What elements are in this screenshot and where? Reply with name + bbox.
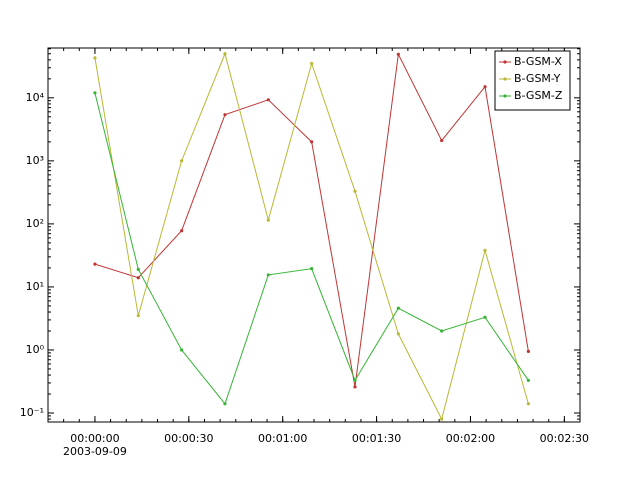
data-point [526, 378, 530, 382]
data-point [310, 140, 314, 144]
data-point [396, 52, 400, 56]
legend-label: B-GSM-Y [514, 72, 561, 85]
legend-label: B-GSM-Z [514, 89, 563, 102]
series-line [94, 52, 529, 387]
data-point [93, 262, 97, 266]
data-point [180, 348, 184, 352]
data-point [223, 113, 227, 117]
data-point [136, 267, 140, 271]
data-point [440, 329, 444, 333]
data-point [353, 378, 357, 382]
x-tick-label: 00:00:30 [164, 432, 213, 445]
data-point [396, 306, 400, 310]
data-point [396, 332, 400, 336]
data-point [526, 402, 530, 406]
data-point [266, 98, 270, 102]
data-point [526, 349, 530, 353]
series-line [94, 92, 529, 405]
data-point [483, 315, 487, 319]
data-point [180, 229, 184, 233]
data-point [440, 138, 444, 143]
data-point [483, 248, 487, 252]
x-tick-label: 00:02:30 [540, 432, 589, 445]
data-point [440, 417, 444, 421]
data-point [93, 91, 97, 95]
data-point [136, 314, 140, 318]
y-tick-label: 10¹ [26, 280, 44, 293]
legend-label: B-GSM-X [514, 55, 562, 68]
y-tick-label: 10⁻¹ [20, 406, 44, 419]
data-point [266, 273, 270, 277]
data-point [483, 85, 487, 89]
y-tick-label: 10⁰ [26, 343, 45, 356]
x-tick-label: 00:02:00 [446, 432, 495, 445]
y-tick-label: 10³ [26, 154, 44, 167]
legend-marker [503, 60, 507, 64]
data-point [266, 218, 270, 222]
data-point [353, 385, 357, 389]
legend-marker [503, 77, 507, 81]
data-point [310, 267, 314, 271]
y-tick-label: 10² [26, 217, 44, 230]
x-date-label: 2003-09-09 [63, 445, 127, 458]
data-point [223, 402, 227, 406]
legend-box [494, 50, 571, 111]
data-point [93, 56, 97, 60]
x-tick-label: 00:01:00 [258, 432, 307, 445]
x-tick-label: 00:00:00 [70, 432, 119, 445]
series-line [94, 52, 529, 421]
data-point [223, 52, 227, 56]
data-point [136, 276, 140, 280]
x-tick-label: 00:01:30 [352, 432, 401, 445]
data-point [353, 189, 357, 193]
data-point [180, 159, 184, 163]
y-tick-label: 10⁴ [26, 91, 45, 104]
data-point [310, 61, 314, 66]
legend-marker [503, 94, 507, 98]
